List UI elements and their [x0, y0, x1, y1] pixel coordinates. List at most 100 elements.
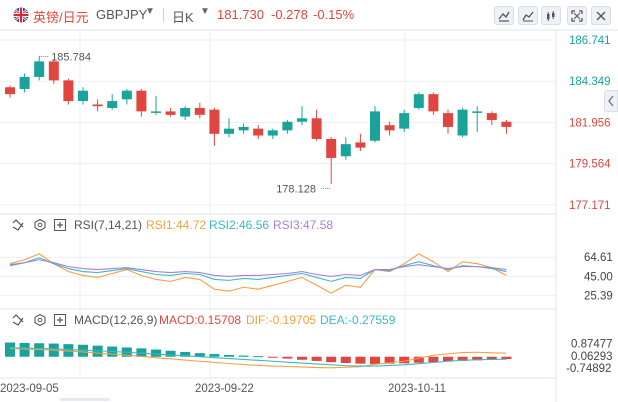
candle-body	[136, 90, 147, 112]
candle-body	[443, 113, 453, 127]
rsi-axis-label: 64.61	[584, 252, 613, 264]
candle-body	[165, 111, 176, 115]
candle-body	[428, 94, 439, 112]
candle-body	[253, 128, 264, 136]
scrollbar-thumb[interactable]	[60, 398, 110, 401]
macd-histogram-bar	[399, 356, 410, 364]
candle-body	[472, 111, 483, 113]
macd-histogram-bar	[224, 354, 234, 357]
price-axis-label: 184.349	[569, 76, 611, 88]
draw-line-button[interactable]	[494, 6, 514, 25]
candle-body	[121, 90, 132, 100]
candle-body	[340, 144, 351, 157]
chart-type-button[interactable]	[518, 6, 538, 25]
price-axis-label: 179.564	[569, 159, 611, 171]
candle-body	[297, 118, 307, 122]
add-indicator-icon[interactable]	[54, 219, 66, 231]
macd-histogram-bar	[457, 356, 468, 361]
candle-body	[355, 142, 366, 148]
macd-histogram-bar	[165, 350, 176, 357]
macd-histogram-bar	[136, 348, 147, 357]
macd-histogram-bar	[253, 356, 264, 358]
fullscreen-button[interactable]	[567, 6, 587, 25]
fullscreen-icon	[571, 9, 583, 22]
dif-line	[9, 347, 507, 369]
collapse-icon[interactable]	[12, 219, 24, 231]
candle-body	[92, 104, 103, 107]
indicator-icon	[547, 10, 555, 21]
macd-histogram-bar	[326, 356, 337, 363]
macd-histogram-bar	[413, 356, 424, 363]
chevron-down-icon[interactable]: ▼	[200, 6, 210, 17]
rsi-title: RSI(7,14,21)	[74, 218, 143, 232]
close-button[interactable]	[591, 6, 611, 25]
low-price-label: 178.128	[276, 184, 316, 196]
price-change-pct: -0.15%	[313, 7, 355, 22]
chevron-left-icon	[608, 95, 614, 107]
dea-value: DEA:-0.27559	[320, 313, 396, 327]
macd-histogram-bar	[370, 356, 380, 364]
price-axis-label: 186.741	[569, 35, 611, 47]
price-change: -0.278	[271, 7, 308, 22]
chevron-down-icon[interactable]: ▼	[145, 6, 155, 17]
macd-histogram-bar	[5, 342, 15, 357]
rsi1-line	[9, 253, 507, 294]
candle-body	[457, 109, 468, 136]
candle-body	[48, 61, 59, 81]
macd-axis-label: 0.87477	[571, 339, 613, 351]
candle-body	[180, 107, 191, 117]
candle-body	[384, 125, 395, 131]
macd-histogram-bar	[384, 356, 395, 364]
macd-histogram-bar	[501, 356, 512, 360]
last-price: 181.730	[217, 7, 264, 22]
period-selector[interactable]: 日K	[172, 10, 194, 25]
macd-histogram-bar	[194, 353, 205, 357]
macd-title: MACD(12,26,9)	[74, 313, 158, 327]
settings-icon[interactable]	[34, 219, 46, 231]
candle-body	[238, 126, 249, 131]
macd-histogram-bar	[355, 356, 366, 364]
candle-body	[5, 87, 15, 95]
macd-histogram-bar	[267, 356, 278, 358]
candle-body	[486, 113, 497, 121]
candle-body	[311, 118, 322, 139]
rsi1-value: RSI1:44.72	[146, 218, 207, 232]
macd-histogram-bar	[297, 356, 307, 360]
macd-histogram-bar	[443, 356, 453, 362]
pair-name[interactable]: 英镑/日元	[33, 10, 89, 25]
rsi2-value: RSI2:46.56	[209, 218, 270, 232]
expand-panel-button[interactable]	[604, 90, 618, 112]
candle-body	[19, 76, 30, 89]
draw-line-icon	[498, 11, 510, 22]
rsi-axis-label: 45.00	[584, 271, 613, 283]
macd-histogram-bar	[311, 356, 322, 361]
price-axis-label: 181.956	[569, 118, 611, 130]
settings-icon[interactable]	[34, 314, 46, 326]
macd-histogram-bar	[486, 356, 497, 360]
macd-histogram-bar	[238, 355, 249, 357]
add-indicator-icon[interactable]	[54, 314, 66, 326]
collapse-icon[interactable]	[12, 314, 24, 326]
macd-axis-label: -0.74892	[566, 363, 611, 375]
macd-axis-label: 0.06293	[571, 351, 613, 363]
pair-code[interactable]: GBPJPY	[96, 7, 148, 22]
macd-histogram-bar	[151, 349, 161, 357]
macd-value: MACD:0.15708	[159, 313, 242, 327]
divider	[163, 8, 164, 22]
date-axis-label: 2023-10-11	[388, 383, 446, 395]
candle-body	[224, 128, 234, 134]
rsi2-line	[9, 257, 507, 282]
indicator-button[interactable]	[541, 6, 561, 25]
close-icon	[596, 11, 606, 20]
uk-flag-icon	[13, 7, 29, 23]
macd-histogram-bar	[209, 354, 220, 357]
date-axis-label: 2023-09-22	[195, 383, 254, 395]
candle-body	[267, 130, 278, 136]
candle-body	[282, 121, 293, 131]
candle-body	[326, 138, 337, 158]
macd-histogram-bar	[340, 356, 351, 364]
macd-histogram-bar	[428, 356, 439, 363]
rsi3-value: RSI3:47.58	[273, 218, 334, 232]
macd-histogram-bar	[180, 351, 191, 357]
